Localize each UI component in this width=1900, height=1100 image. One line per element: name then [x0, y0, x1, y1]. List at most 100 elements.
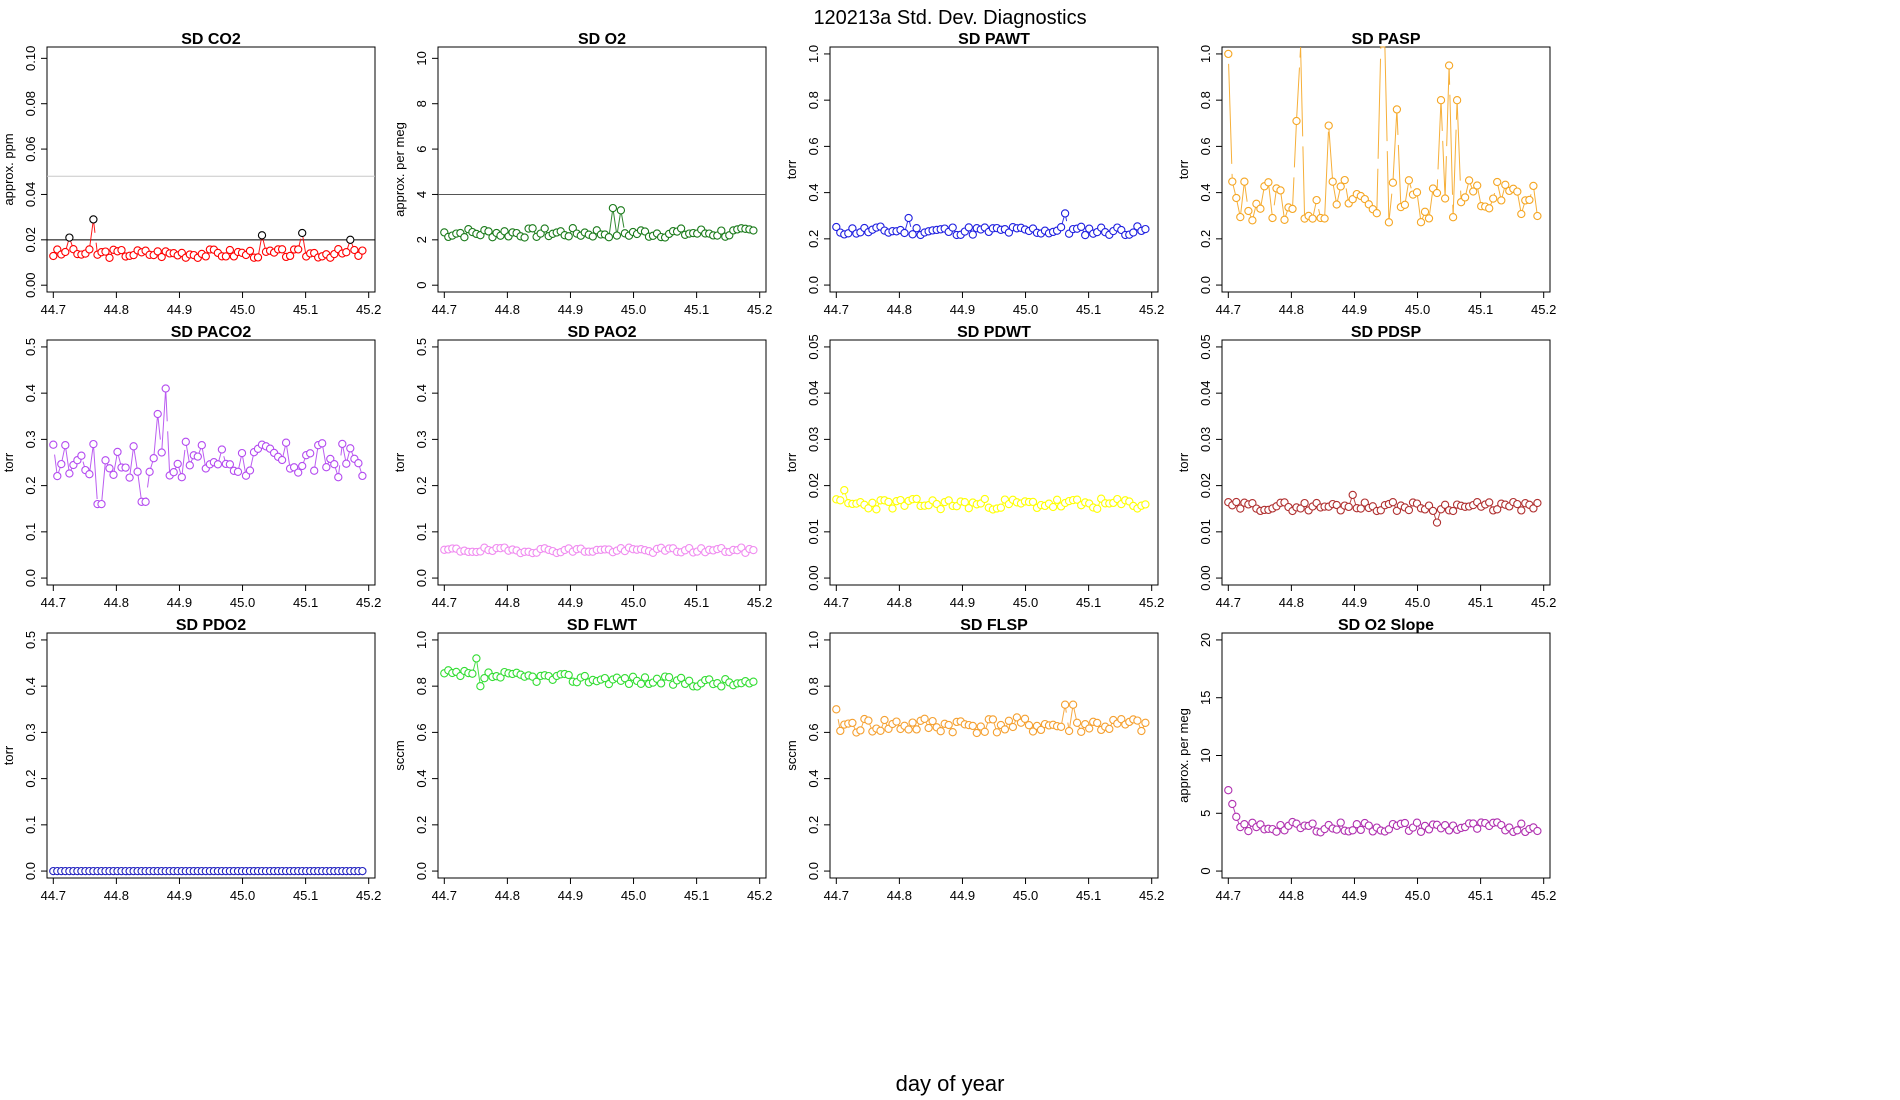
y-tick-label: 0.06 — [23, 136, 38, 161]
y-axis-label: approx. per meg — [392, 122, 407, 217]
panel-sd-co2: SD CO2 approx. ppm 0.00 0.02 0.04 0.06 0.08 0.1… — [1, 31, 381, 317]
x-tick-label: 44.8 — [104, 888, 129, 903]
x-tick-label: 45.1 — [293, 302, 318, 317]
data-point — [334, 473, 343, 482]
y-tick-label: 0.2 — [23, 477, 38, 495]
x-tick-label: 44.9 — [558, 302, 583, 317]
data-point — [968, 230, 977, 239]
panel-title: SD PDSP — [1351, 324, 1422, 341]
data-point — [1388, 498, 1398, 507]
data-point — [1340, 175, 1349, 185]
data-point — [346, 235, 355, 244]
data-point — [884, 497, 893, 507]
data-point — [1288, 204, 1297, 214]
data-point — [358, 471, 367, 481]
data-point — [221, 252, 231, 261]
x-tick-label: 44.7 — [824, 595, 849, 610]
plot-frame — [1221, 632, 1551, 879]
y-tick-label: 0.3 — [414, 430, 429, 448]
data-point — [105, 464, 114, 473]
data-point — [900, 228, 909, 238]
data-point — [749, 545, 758, 555]
data-point — [1028, 727, 1038, 736]
y-tick-label: 0.0 — [414, 862, 429, 880]
data-point — [1348, 826, 1357, 835]
data-point — [1224, 49, 1233, 59]
data-point — [656, 679, 666, 688]
data-point — [285, 251, 295, 261]
x-tick-label: 45.2 — [1531, 595, 1556, 610]
y-tick-label: 0.01 — [1198, 519, 1213, 544]
data-point — [980, 727, 989, 736]
y-tick-label: 0.0 — [1198, 276, 1213, 294]
y-tick-label: 0.0 — [23, 569, 38, 587]
data-point — [1068, 700, 1078, 709]
x-tick-label: 45.0 — [621, 888, 646, 903]
data-point — [872, 505, 881, 514]
data-point — [173, 459, 182, 469]
y-tick-label: 1.0 — [806, 45, 821, 63]
y-tick-label: 0.4 — [806, 770, 821, 788]
data-point — [1372, 209, 1381, 218]
data-point — [1344, 502, 1353, 512]
data-point — [350, 245, 359, 255]
y-tick-label: 0.04 — [1198, 381, 1213, 406]
data-point — [476, 682, 485, 691]
data-point — [1448, 506, 1458, 516]
data-point — [1081, 230, 1090, 240]
x-tick-label: 45.1 — [684, 302, 709, 317]
data-point — [294, 468, 303, 477]
y-axis-label: sccm — [392, 740, 407, 770]
y-tick-label: 0.4 — [414, 384, 429, 402]
data-point — [980, 494, 989, 504]
data-point — [245, 246, 255, 256]
data-point — [1332, 200, 1341, 209]
data-point — [1533, 826, 1542, 836]
data-point — [1236, 504, 1245, 513]
y-axis-label: approx. per meg — [1176, 708, 1191, 803]
data-point — [1280, 215, 1289, 224]
plot-frame — [46, 339, 376, 586]
data-point — [904, 725, 913, 734]
data-point — [1517, 819, 1526, 828]
data-point — [1440, 194, 1450, 203]
data-point — [129, 442, 138, 451]
x-tick-label: 44.8 — [495, 595, 520, 610]
data-point — [1228, 177, 1237, 186]
data-point — [928, 716, 937, 726]
data-point — [896, 495, 905, 505]
y-tick-label: 0.4 — [23, 677, 38, 695]
x-tick-label: 44.9 — [558, 595, 583, 610]
data-point — [749, 677, 758, 686]
y-tick-label: 0.0 — [806, 276, 821, 294]
data-point — [61, 441, 70, 450]
y-tick-label: 0.2 — [806, 230, 821, 248]
data-point — [908, 718, 917, 727]
data-point — [520, 233, 529, 242]
y-tick-label: 0.0 — [414, 569, 429, 587]
y-tick-label: 0.4 — [806, 184, 821, 202]
data-point — [318, 439, 327, 448]
data-point — [1432, 518, 1442, 527]
y-tick-label: 0.02 — [1198, 473, 1213, 498]
data-point — [664, 673, 674, 682]
x-tick-label: 44.8 — [495, 888, 520, 903]
data-point — [49, 440, 58, 449]
data-point — [564, 232, 573, 241]
x-tick-label: 45.0 — [230, 302, 255, 317]
x-tick-label: 45.0 — [230, 595, 255, 610]
x-tick-label: 45.1 — [684, 888, 709, 903]
data-point — [480, 674, 489, 683]
x-tick-label: 45.2 — [747, 302, 772, 317]
data-point — [153, 409, 162, 419]
panel-sd-flsp: SD FLSP sccm 0.0 0.2 0.4 0.6 0.8 1.0 44.7 44.8 44.… — [784, 617, 1164, 903]
y-axis-label: torr — [1176, 452, 1191, 472]
data-point — [89, 439, 98, 449]
panel-sd-pasp: SD PASP torr 0.0 0.2 0.4 0.6 0.8 1.0 44.7 44.8 44.… — [1176, 31, 1556, 317]
y-tick-label: 0.00 — [23, 273, 38, 298]
data-point — [277, 245, 287, 254]
data-point — [1469, 187, 1478, 196]
data-point — [65, 469, 74, 478]
data-point — [1296, 504, 1305, 513]
